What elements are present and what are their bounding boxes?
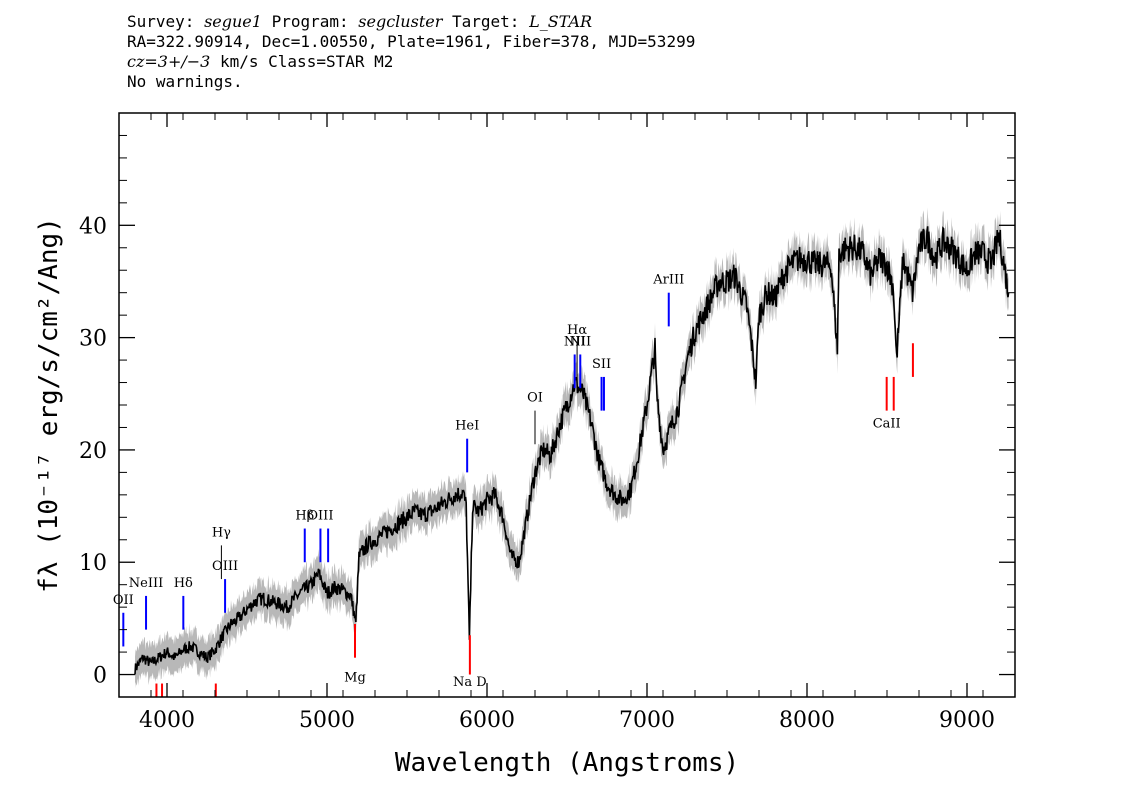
y-tick-label: 40: [79, 214, 107, 239]
x-tick-label: 7000: [619, 708, 675, 733]
x-tick-label: 9000: [939, 708, 995, 733]
header-line-1: Survey: segue1 Program: segcluster Targe…: [127, 12, 695, 32]
header-line-4: No warnings.: [127, 72, 243, 91]
error-band: [135, 207, 1009, 689]
error-band-layer: [135, 207, 1009, 689]
line-label: SII: [592, 357, 611, 372]
spectrum-header: Survey: segue1 Program: segcluster Targe…: [127, 12, 695, 92]
x-tick-label: 5000: [299, 708, 355, 733]
target-label: Target:: [452, 12, 520, 31]
spectral-lines-layer: [122, 292, 914, 697]
program-value: segcluster: [358, 12, 443, 31]
y-tick-label: 0: [93, 664, 107, 689]
x-axis-title: Wavelength (Angstroms): [395, 748, 739, 778]
y-tick-label: 20: [79, 439, 107, 464]
class-info: km/s Class=STAR M2: [210, 52, 394, 71]
x-tick-label: 8000: [779, 708, 835, 733]
survey-value: segue1: [204, 12, 262, 31]
x-tick-label: 6000: [459, 708, 515, 733]
axis-ticks-layer: 4000 5000 6000 7000 8000 9000 0 10 20 30 40: [79, 113, 1016, 733]
line-label: Hδ: [174, 576, 193, 591]
line-label: HeI: [455, 419, 479, 434]
target-value: L_STAR: [529, 12, 593, 31]
line-label: ArIII: [652, 273, 684, 288]
flux-layer: [134, 226, 1010, 675]
line-label: Na D: [453, 675, 487, 690]
line-label: Hγ: [212, 525, 231, 540]
y-tick-label: 30: [79, 327, 107, 352]
line-label: OIII: [307, 509, 333, 524]
line-label: NII: [569, 334, 591, 349]
line-label: OII: [113, 593, 134, 608]
cz-value: cz=3+/−3: [127, 52, 211, 71]
program-label: Program:: [271, 12, 349, 31]
header-line-3: cz=3+/−3 km/s Class=STAR M2: [127, 52, 695, 72]
line-label: OI: [527, 391, 543, 406]
line-label: NeIII: [129, 576, 163, 591]
x-tick-label: 4000: [139, 708, 195, 733]
line-label: OIII: [212, 559, 238, 574]
line-label: Hβ: [295, 509, 314, 524]
line-label: Hα: [567, 323, 587, 338]
header-line-2: RA=322.90914, Dec=1.00550, Plate=1961, F…: [127, 32, 696, 51]
line-label: CaII: [873, 416, 901, 431]
y-axis-title: fλ (10⁻¹⁷ erg/s/cm²/Ang): [34, 217, 64, 593]
flux-line: [134, 226, 1010, 675]
y-tick-label: 10: [79, 551, 107, 576]
line-label: NII: [564, 334, 586, 349]
survey-label: Survey:: [127, 12, 195, 31]
line-label: Mg: [344, 670, 366, 685]
